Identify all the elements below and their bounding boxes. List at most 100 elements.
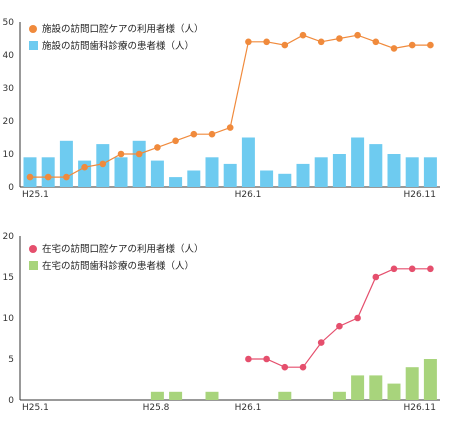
data-point bbox=[263, 355, 270, 363]
data-point bbox=[354, 314, 361, 322]
data-point bbox=[81, 163, 88, 171]
x-tick-label: H26.1 bbox=[235, 190, 262, 200]
series-line bbox=[248, 268, 431, 368]
y-tick-label: 0 bbox=[8, 183, 14, 193]
x-tick-label: H26.1 bbox=[235, 403, 262, 413]
bar bbox=[169, 177, 183, 187]
data-point bbox=[408, 265, 416, 273]
data-point bbox=[299, 363, 307, 371]
bar bbox=[351, 137, 365, 187]
chart-1: 0 10 20 30 40 50 H25.1 H26.1 H26.11 施設の訪問口腔ケアの利用者… bbox=[3, 18, 440, 200]
bar bbox=[114, 157, 128, 187]
y-tick-label: 20 bbox=[3, 232, 15, 242]
data-point bbox=[26, 173, 34, 181]
bar bbox=[41, 157, 55, 187]
data-point bbox=[154, 144, 161, 151]
data-point bbox=[117, 150, 125, 158]
data-point bbox=[336, 35, 343, 42]
data-point bbox=[372, 273, 380, 281]
x-tick-label: H25.1 bbox=[22, 403, 49, 413]
data-point bbox=[245, 38, 252, 46]
data-point bbox=[427, 265, 434, 273]
bar bbox=[387, 154, 401, 187]
y-tick-label: 5 bbox=[8, 355, 14, 365]
legend-marker-circle bbox=[29, 245, 37, 253]
line-series bbox=[245, 265, 434, 371]
legend: 在宅の訪問口腔ケアの利用者様（人） 在宅の訪問歯科診療の患者様（人） bbox=[29, 243, 204, 272]
data-point bbox=[208, 130, 216, 138]
bar bbox=[314, 157, 328, 187]
data-point bbox=[135, 150, 143, 158]
bar bbox=[241, 137, 255, 187]
bar bbox=[205, 157, 219, 187]
bar bbox=[351, 375, 365, 400]
data-point bbox=[99, 160, 107, 168]
data-point bbox=[44, 173, 52, 181]
data-point bbox=[281, 41, 289, 49]
y-tick-label: 20 bbox=[3, 117, 15, 127]
bar bbox=[169, 391, 183, 400]
bar bbox=[332, 391, 346, 400]
legend-label: 在宅の訪問口腔ケアの利用者様（人） bbox=[42, 243, 204, 255]
bar bbox=[423, 359, 437, 400]
legend: 施設の訪問口腔ケアの利用者様（人） 施設の訪問歯科診療の患者様（人） bbox=[29, 23, 204, 52]
bar-series bbox=[150, 359, 437, 400]
legend-marker-square bbox=[29, 41, 38, 50]
data-point bbox=[226, 124, 234, 131]
legend-label: 施設の訪問口腔ケアの利用者様（人） bbox=[42, 23, 204, 35]
y-tick-label: 10 bbox=[3, 150, 15, 160]
legend-marker-square bbox=[29, 261, 38, 270]
y-tick-label: 0 bbox=[8, 396, 14, 406]
x-tick-label: H26.11 bbox=[403, 190, 436, 200]
bar bbox=[387, 383, 401, 400]
data-point bbox=[336, 322, 343, 330]
x-tick-label: H26.11 bbox=[403, 403, 436, 413]
data-point bbox=[281, 363, 289, 371]
bar bbox=[369, 144, 383, 187]
y-tick-label: 10 bbox=[3, 314, 15, 324]
bar bbox=[132, 140, 146, 187]
legend-label: 施設の訪問歯科診療の患者様（人） bbox=[42, 40, 194, 52]
data-point bbox=[354, 31, 361, 39]
x-tick-label: H25.1 bbox=[22, 190, 49, 200]
data-point bbox=[190, 130, 198, 138]
data-point bbox=[299, 31, 307, 39]
bar bbox=[23, 157, 37, 187]
line-series bbox=[26, 31, 434, 181]
bar bbox=[223, 163, 237, 187]
x-tick-label: H25.8 bbox=[143, 403, 170, 413]
data-point bbox=[172, 137, 179, 145]
bar bbox=[205, 391, 219, 400]
data-point bbox=[390, 45, 398, 52]
bar bbox=[278, 391, 292, 400]
bar bbox=[405, 367, 419, 400]
data-point bbox=[63, 173, 70, 181]
bar bbox=[187, 170, 201, 187]
bar bbox=[369, 375, 383, 400]
data-point bbox=[263, 38, 270, 46]
bar bbox=[296, 163, 310, 187]
legend-marker-circle bbox=[29, 25, 37, 33]
data-point bbox=[372, 38, 380, 46]
data-point bbox=[245, 355, 252, 363]
bar bbox=[260, 170, 274, 187]
bar bbox=[405, 157, 419, 187]
bar bbox=[332, 154, 346, 187]
y-tick-label: 15 bbox=[3, 273, 14, 283]
bar-series bbox=[23, 137, 437, 187]
chart-2: 0 5 10 15 20 H25.1 H25.8 H26.1 H26.11 在宅の訪問口腔ケアの利… bbox=[3, 232, 440, 413]
legend-label: 在宅の訪問歯科診療の患者様（人） bbox=[42, 260, 194, 272]
y-tick-label: 50 bbox=[3, 18, 15, 28]
data-point bbox=[390, 265, 398, 273]
data-point bbox=[408, 41, 416, 49]
bar bbox=[278, 173, 292, 187]
y-tick-label: 30 bbox=[3, 84, 15, 94]
bar bbox=[150, 391, 164, 400]
bar bbox=[423, 157, 437, 187]
y-tick-label: 40 bbox=[3, 51, 15, 61]
bar bbox=[150, 160, 164, 187]
data-point bbox=[317, 339, 325, 346]
data-point bbox=[317, 38, 325, 46]
data-point bbox=[427, 41, 434, 49]
